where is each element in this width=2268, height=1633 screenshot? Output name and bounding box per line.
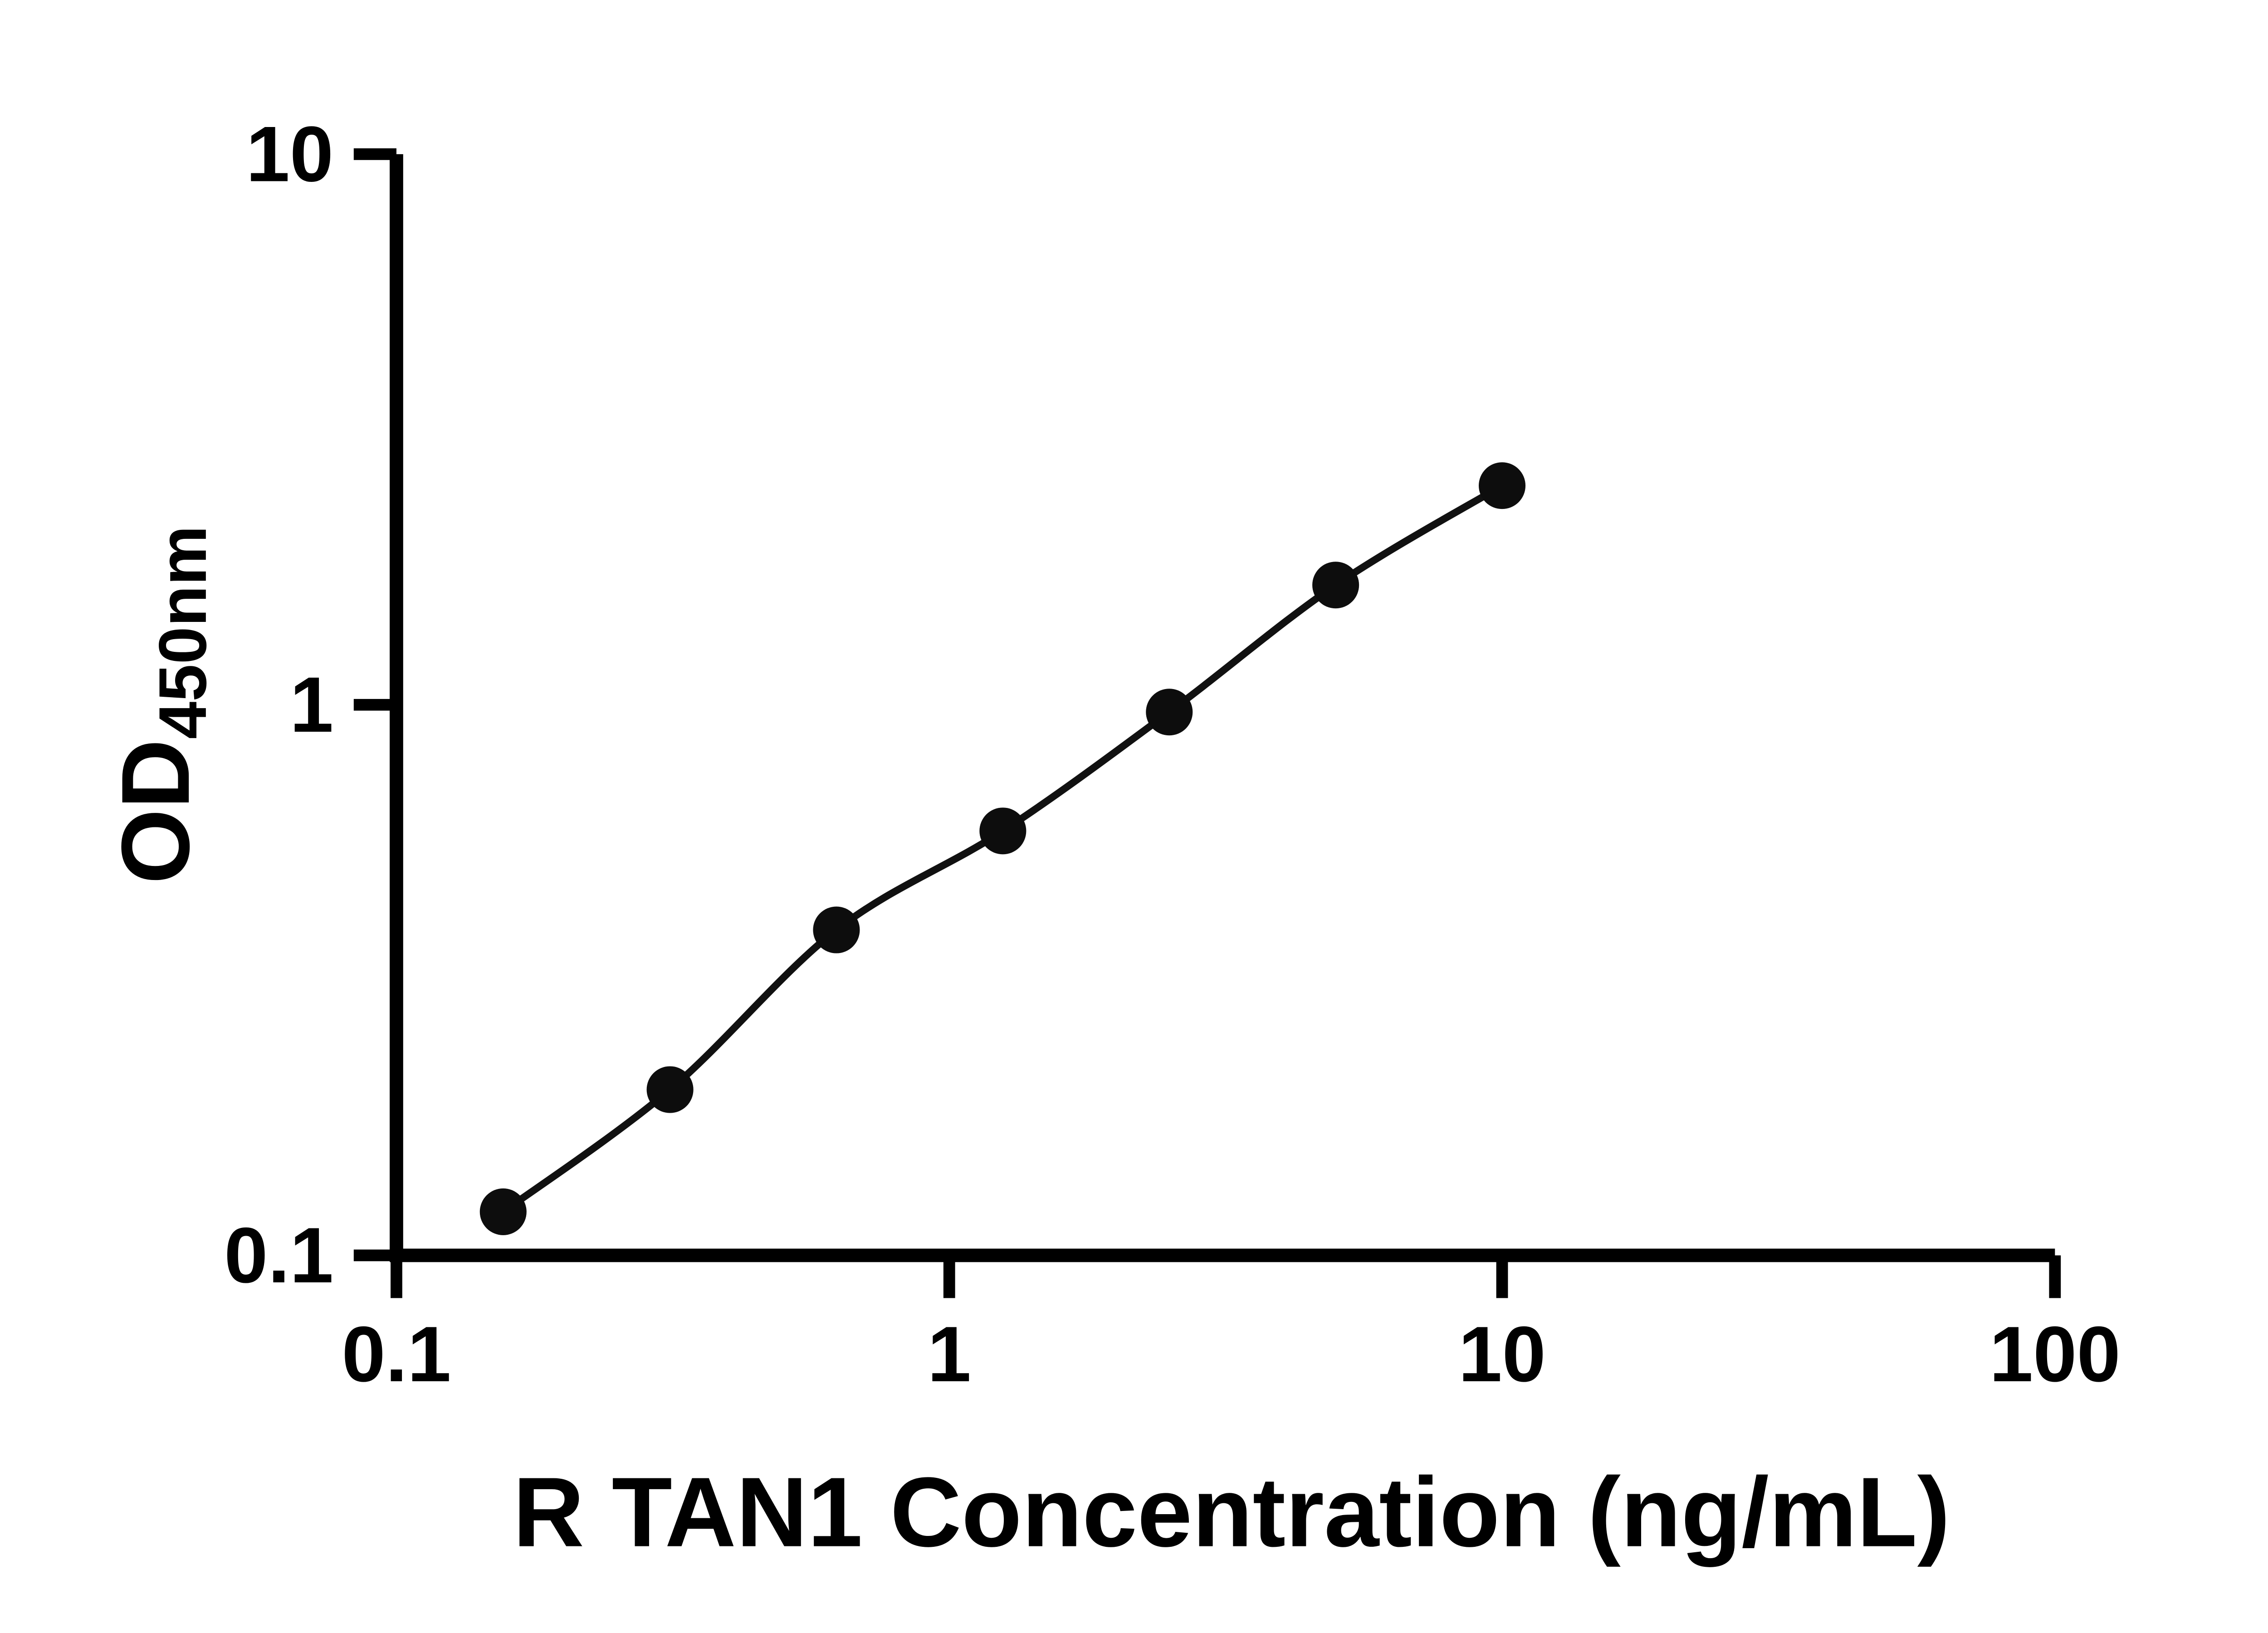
- data-point: [1479, 462, 1526, 509]
- x-tick-label: 10: [1458, 1310, 1546, 1398]
- y-tick-label: 1: [290, 660, 333, 748]
- data-point: [1146, 689, 1193, 736]
- plot-layer: 0.1 1 10 100 0.1 1 10: [224, 110, 2121, 1398]
- y-tick-label: 0.1: [224, 1211, 333, 1299]
- x-tick-label: 0.1: [342, 1310, 451, 1398]
- x-tick-label: 1: [928, 1310, 971, 1398]
- y-axis-title-sub: 450nm: [145, 525, 220, 739]
- data-point: [813, 906, 860, 953]
- data-point: [1312, 562, 1359, 609]
- data-point: [979, 807, 1026, 855]
- data-point: [646, 1066, 694, 1113]
- x-axis-title: R TAN1 Concentration (ng/mL): [513, 1457, 1950, 1568]
- y-tick-label: 10: [246, 110, 333, 198]
- y-axis-title-main: OD: [102, 739, 210, 884]
- y-axis-title: OD450nm: [102, 525, 220, 884]
- x-tick-label: 100: [1989, 1310, 2121, 1398]
- axes-frame: [390, 154, 2055, 1262]
- data-point: [479, 1188, 527, 1235]
